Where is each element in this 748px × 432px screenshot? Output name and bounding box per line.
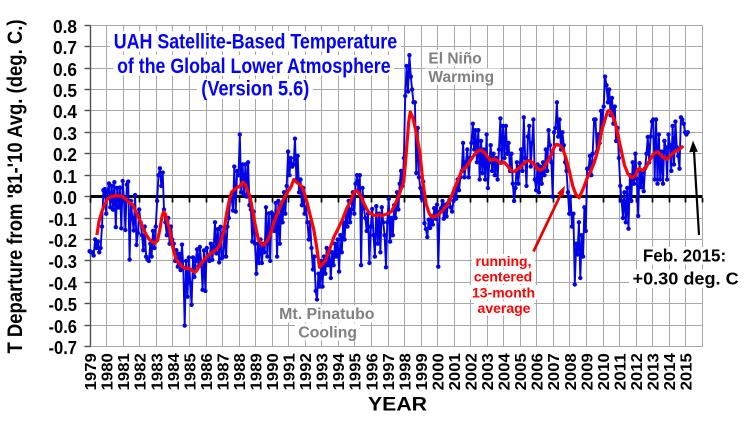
svg-text:(Version 5.6): (Version 5.6) bbox=[201, 78, 309, 101]
svg-text:2015: 2015 bbox=[679, 353, 696, 391]
svg-text:1990: 1990 bbox=[265, 353, 282, 390]
svg-text:2006: 2006 bbox=[530, 353, 547, 391]
svg-text:El Niño: El Niño bbox=[428, 51, 481, 68]
svg-text:0.1: 0.1 bbox=[53, 167, 77, 187]
svg-text:Feb. 2015:: Feb. 2015: bbox=[643, 246, 726, 266]
svg-text:2008: 2008 bbox=[563, 353, 580, 391]
svg-text:-0.4: -0.4 bbox=[49, 274, 78, 294]
svg-text:0.4: 0.4 bbox=[53, 102, 77, 122]
svg-text:running,: running, bbox=[476, 253, 532, 269]
svg-text:1989: 1989 bbox=[249, 353, 266, 391]
svg-text:2005: 2005 bbox=[513, 353, 530, 391]
svg-text:2004: 2004 bbox=[497, 353, 514, 391]
svg-text:2014: 2014 bbox=[662, 353, 679, 391]
svg-text:UAH Satellite-Based Temperatur: UAH Satellite-Based Temperature bbox=[114, 31, 398, 54]
svg-text:0.5: 0.5 bbox=[53, 81, 77, 101]
svg-text:2011: 2011 bbox=[612, 353, 629, 391]
svg-text:1985: 1985 bbox=[182, 353, 199, 391]
svg-text:-0.3: -0.3 bbox=[49, 252, 78, 272]
svg-text:0.8: 0.8 bbox=[53, 17, 77, 37]
svg-text:1996: 1996 bbox=[364, 353, 381, 391]
svg-text:0.7: 0.7 bbox=[53, 38, 77, 58]
svg-text:2002: 2002 bbox=[464, 353, 481, 390]
svg-text:-0.1: -0.1 bbox=[49, 210, 78, 230]
svg-text:0.6: 0.6 bbox=[53, 60, 77, 80]
svg-text:1983: 1983 bbox=[149, 353, 166, 391]
svg-text:-0.7: -0.7 bbox=[49, 338, 78, 358]
svg-text:Cooling: Cooling bbox=[298, 324, 357, 341]
svg-text:1986: 1986 bbox=[199, 353, 216, 391]
svg-text:2001: 2001 bbox=[447, 353, 464, 391]
svg-text:1995: 1995 bbox=[348, 353, 365, 391]
svg-text:1988: 1988 bbox=[232, 353, 249, 391]
svg-text:1992: 1992 bbox=[298, 353, 315, 390]
svg-text:2012: 2012 bbox=[629, 353, 646, 390]
svg-text:2007: 2007 bbox=[546, 353, 563, 390]
svg-text:Warming: Warming bbox=[428, 69, 494, 86]
svg-text:0.3: 0.3 bbox=[53, 124, 77, 144]
svg-text:Mt. Pinatubo: Mt. Pinatubo bbox=[279, 306, 374, 323]
svg-text:1991: 1991 bbox=[282, 353, 299, 391]
svg-text:2009: 2009 bbox=[579, 353, 596, 391]
svg-text:+0.30 deg. C: +0.30 deg. C bbox=[633, 269, 740, 289]
svg-text:YEAR: YEAR bbox=[368, 394, 427, 416]
svg-text:1987: 1987 bbox=[215, 353, 232, 390]
svg-text:2000: 2000 bbox=[430, 353, 447, 390]
svg-text:-0.2: -0.2 bbox=[49, 231, 78, 251]
svg-text:1981: 1981 bbox=[116, 353, 133, 391]
svg-text:0.2: 0.2 bbox=[53, 145, 77, 165]
svg-text:T Departure from '81-'10 Avg.: T Departure from '81-'10 Avg. (deg. C.) bbox=[4, 20, 27, 354]
svg-text:2013: 2013 bbox=[646, 353, 663, 391]
svg-text:centered: centered bbox=[474, 269, 532, 285]
svg-text:-0.6: -0.6 bbox=[49, 317, 78, 337]
svg-text:1997: 1997 bbox=[381, 353, 398, 390]
svg-text:13-month: 13-month bbox=[472, 284, 535, 300]
svg-text:1998: 1998 bbox=[397, 353, 414, 391]
svg-text:-0.5: -0.5 bbox=[49, 295, 78, 315]
svg-text:0.0: 0.0 bbox=[53, 188, 77, 208]
svg-text:1999: 1999 bbox=[414, 353, 431, 391]
svg-text:of the Global Lower Atmosphere: of the Global Lower Atmosphere bbox=[117, 55, 391, 78]
svg-text:1993: 1993 bbox=[315, 353, 332, 391]
svg-text:1984: 1984 bbox=[166, 353, 183, 391]
svg-text:2010: 2010 bbox=[596, 353, 613, 390]
svg-text:1994: 1994 bbox=[331, 353, 348, 391]
svg-text:2003: 2003 bbox=[480, 353, 497, 391]
svg-text:average: average bbox=[478, 300, 531, 316]
svg-text:1979: 1979 bbox=[83, 353, 100, 391]
svg-text:1982: 1982 bbox=[133, 353, 150, 390]
svg-text:1980: 1980 bbox=[100, 353, 117, 390]
